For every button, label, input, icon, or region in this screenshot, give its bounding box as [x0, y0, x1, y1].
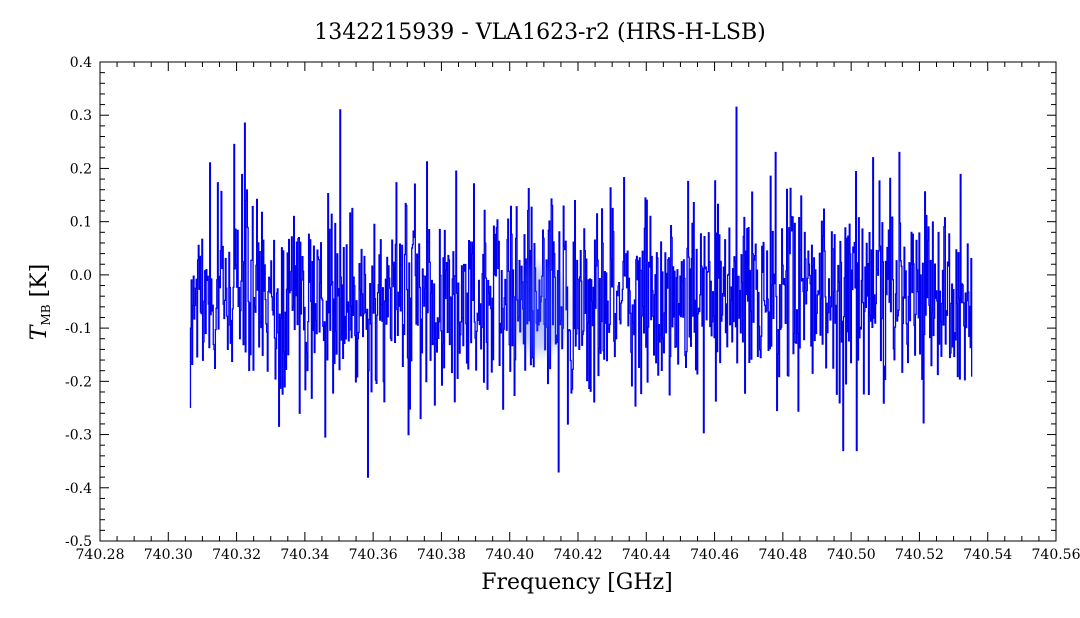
y-axis-label: TMB [K] — [27, 264, 53, 340]
y-axis-label-main: T — [27, 323, 52, 340]
x-tick-label: 740.40 — [485, 547, 534, 563]
y-tick-label: 0.2 — [70, 161, 92, 177]
x-tick-label: 740.34 — [280, 547, 329, 563]
y-tick-label: 0.3 — [70, 108, 92, 124]
x-tick-label: 740.38 — [417, 547, 466, 563]
x-axis: 740.28 740.30 740.32 740.34 740.36 740.38 740.… — [76, 62, 1080, 563]
y-tick-label: -0.2 — [65, 374, 92, 390]
y-tick-label: -0.5 — [65, 534, 92, 550]
y-tick-label: 0.0 — [70, 268, 92, 284]
highlight-ellipse — [507, 257, 574, 362]
x-axis-label: Frequency [GHz] — [481, 570, 673, 595]
x-tick-label: 740.28 — [76, 547, 125, 563]
spectrum-line — [189, 106, 973, 478]
x-tick-label: 740.54 — [963, 547, 1012, 563]
plot-area — [189, 106, 973, 478]
y-axis-label-unit: [K] — [27, 264, 52, 305]
y-tick-label: 0.1 — [70, 215, 92, 231]
x-tick-label: 740.56 — [1032, 547, 1080, 563]
x-tick-label: 740.50 — [827, 547, 876, 563]
y-axis-label-sub: MB — [39, 304, 53, 325]
x-tick-label: 740.46 — [690, 547, 739, 563]
x-tick-label: 740.32 — [212, 547, 261, 563]
x-tick-label: 740.42 — [554, 547, 603, 563]
y-tick-label: -0.1 — [65, 321, 92, 337]
x-tick-label: 740.30 — [144, 547, 193, 563]
y-axis: -0.5 -0.4 -0.3 -0.2 -0.1 0.0 0.1 0.2 0.3 0.4 — [65, 55, 1056, 550]
chart-title: 1342215939 - VLA1623-r2 (HRS-H-LSB) — [314, 20, 765, 45]
y-tick-label: -0.3 — [65, 428, 92, 444]
x-tick-label: 740.52 — [895, 547, 944, 563]
x-tick-label: 740.48 — [758, 547, 807, 563]
x-tick-label: 740.44 — [622, 547, 671, 563]
y-tick-label: -0.4 — [65, 481, 92, 497]
y-tick-label: 0.4 — [70, 55, 92, 71]
x-tick-label: 740.36 — [349, 547, 398, 563]
